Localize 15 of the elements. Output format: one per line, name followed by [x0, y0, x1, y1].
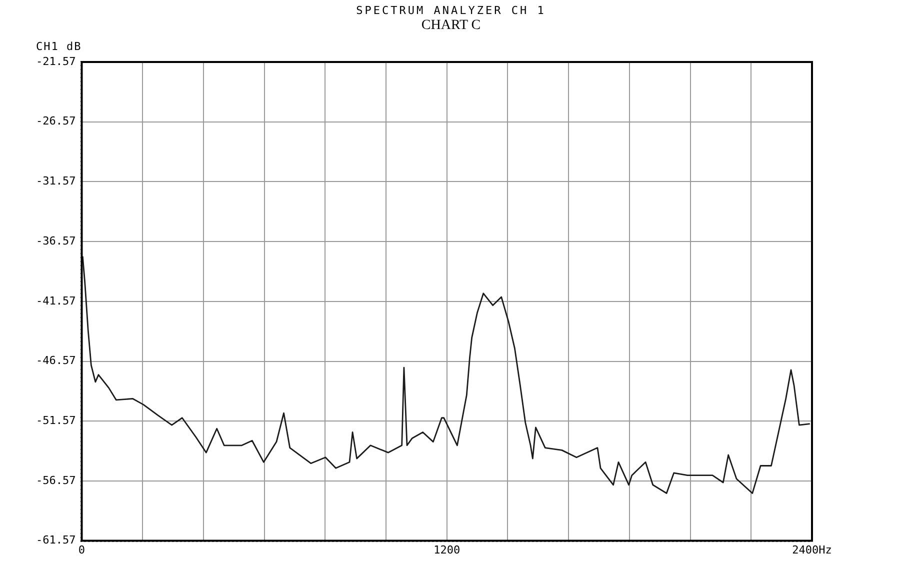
y-tick-label: -31.57 [36, 174, 76, 188]
y-axis-title: CH1 dB [36, 40, 82, 53]
y-tick-label: -26.57 [36, 114, 76, 128]
chart-title: SPECTRUM ANALYZER CH 1 [355, 4, 547, 17]
chart-subtitle: CHART C [420, 18, 482, 34]
x-tick-label: 0 [78, 543, 86, 556]
x-tick-label: 2400Hz [792, 543, 832, 556]
y-tick-label: -41.57 [36, 294, 76, 308]
y-tick-label: -61.57 [36, 534, 76, 547]
y-tick-label: -56.57 [36, 474, 76, 487]
y-tick-label: -36.57 [36, 234, 76, 248]
y-tick-label: -51.57 [36, 414, 76, 427]
y-tick-label: -46.57 [36, 354, 76, 368]
y-tick-label: -21.57 [36, 54, 76, 68]
x-tick-label: 1200 [434, 543, 460, 556]
